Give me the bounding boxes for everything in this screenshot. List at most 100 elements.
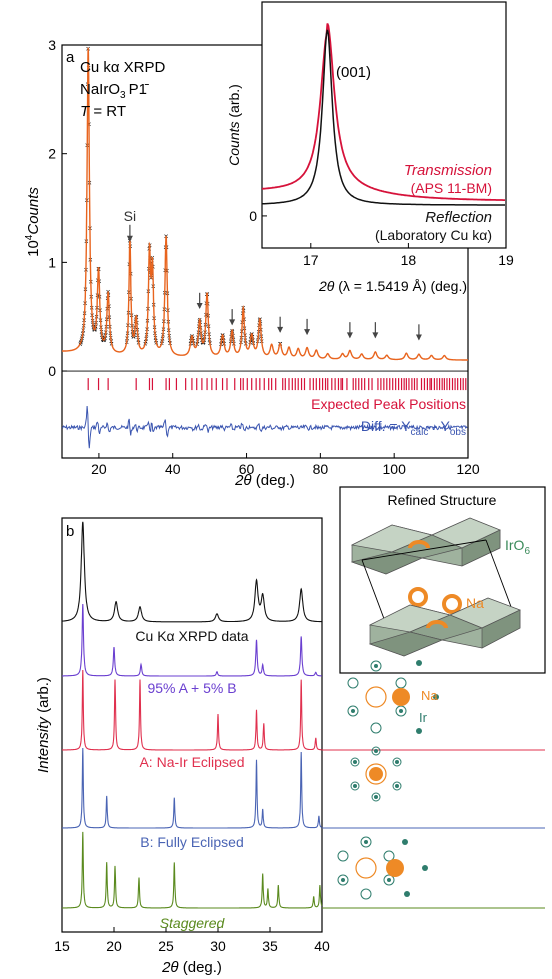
upper-na-ring (408, 540, 430, 549)
impurity-arrowhead (346, 332, 353, 339)
diff-label-mid: - Y (428, 418, 450, 434)
diff-label-prefix: Diff. = Y (361, 418, 411, 434)
panel-b-xtick-label: 15 (54, 938, 70, 954)
difference-curve (61, 405, 468, 449)
reflection-sublabel: (Laboratory Cu kα) (375, 227, 492, 243)
info-temperature: T = RT (80, 103, 126, 120)
stack-a-hex-2 (370, 660, 382, 672)
transmission-curve (261, 23, 505, 201)
stack-s-na (386, 859, 404, 877)
stack-a-ir-2 (399, 709, 403, 713)
panel-b-xlabel: 2θ (deg.) (161, 959, 222, 976)
si-arrowhead (126, 235, 133, 242)
pattern-label-b: B: Fully Eclipsed (140, 834, 243, 850)
middle-na-ring-1 (408, 587, 428, 607)
panel-a-ticks: 20 40 60 80 100 120 0 1 2 3 (48, 37, 480, 477)
inset-xlabel: 2θ (λ = 1.5419 Å) (deg.) (318, 278, 467, 294)
inset-xlabel-theta: 2θ (318, 278, 335, 294)
panel-a-ylabel-word: Counts (25, 187, 42, 235)
transmission-label: Transmission (404, 162, 492, 179)
info-formula-sub: 3 (120, 90, 126, 101)
panel-a-ylabel-exp: 4 (24, 234, 35, 240)
stack-s-ir-1 (364, 840, 368, 844)
panel-b-xtick-label: 35 (262, 938, 278, 954)
stack-b-hex-1 (371, 746, 381, 756)
stack-s-hex-1 (337, 850, 349, 862)
expected-peak-positions (87, 378, 467, 391)
stack-b-hex-3 (392, 781, 402, 791)
panel-a-xlabel: 2θ (deg.) (234, 472, 295, 489)
panel-b-ticks: 15 20 25 30 35 40 (54, 927, 330, 954)
stacking-a: Na Ir (347, 660, 439, 734)
impurity-arrowhead (304, 329, 311, 336)
panel-a-ytick-label: 1 (48, 254, 56, 270)
inset-xtick-label: 18 (401, 252, 417, 268)
stack-a-hex-5 (370, 722, 382, 734)
inset: 17 18 19 0 (001) Transmission (APS 11-BM) R… (226, 1, 514, 294)
impurity-arrowhead (229, 319, 236, 326)
info-xrpd: Cu kα XRPD (80, 59, 166, 76)
diff-label-sub-obs: obs (450, 427, 466, 438)
iro6-label: IrO6 (505, 537, 530, 557)
info-temp-t: T (80, 103, 91, 120)
info-temp-rest: = RT (89, 103, 126, 120)
pattern-label-data: Cu Kα XRPD data (135, 628, 248, 644)
panel-b-ylabel-unit: (arb.) (35, 677, 52, 717)
pattern-curve-2 (62, 669, 322, 751)
stack-b-ir-2 (395, 760, 399, 764)
stack-s-hex-4 (383, 874, 395, 886)
inset-ytick-label: 0 (249, 208, 257, 224)
panel-a-xtick-label: 40 (165, 461, 181, 477)
reflection-label: Reflection (425, 209, 492, 226)
refined-structure-box: Refined Structure (339, 486, 546, 674)
panel-b: 15 20 25 30 35 40 b Cu Kα XRPD data 95% A + 5… (35, 517, 545, 976)
panel-b-ylabel-word: Intensity (35, 716, 52, 773)
stack-a-hex-3 (395, 677, 407, 689)
stack-a-na-ring (365, 686, 387, 708)
stack-b-ir-1 (374, 749, 378, 753)
stack-s-hex-5 (360, 888, 372, 900)
stack-b-hex-5 (350, 781, 360, 791)
lower-na-ring (426, 620, 448, 629)
si-peak-arrow (126, 224, 133, 242)
stack-na-label: Na (421, 688, 438, 703)
stacking-staggered (337, 836, 428, 900)
stack-s-na-ring (355, 857, 377, 879)
structure-title: Refined Structure (388, 492, 497, 508)
panel-b-xtick-label: 40 (314, 938, 330, 954)
reflection-curve (262, 29, 505, 206)
panel-a-xlabel-theta: 2θ (234, 472, 251, 489)
diff-label: Diff. = Ycalc - Yobs (361, 418, 466, 438)
stack-a-ir-4 (416, 660, 422, 666)
panel-a-xtick-label: 60 (239, 461, 255, 477)
stack-s-ir-6 (422, 865, 428, 871)
pattern-label-staggered: Staggered (160, 915, 226, 931)
pattern-curve-4 (62, 831, 323, 909)
inset-ylabel: Counts (arb.) (226, 84, 242, 166)
na-label: Na (466, 595, 484, 611)
panel-b-patterns (61, 521, 323, 909)
transmission-sublabel: (APS 11-BM) (411, 180, 492, 196)
stack-a-hex-6 (347, 705, 359, 717)
panel-b-xlabel-unit: (deg.) (179, 959, 222, 976)
panel-b-xtick-label: 25 (158, 938, 174, 954)
pattern-curve-0 (61, 521, 322, 623)
si-peak-label: Si (124, 208, 136, 224)
pattern-curve-3 (62, 747, 323, 829)
stack-a-ir-3 (351, 709, 355, 713)
panel-a-ytick-label: 0 (48, 363, 56, 379)
panel-a-label: a (66, 49, 75, 66)
sample-info: Cu kα XRPD NaIrO3 P1̄ T = RT (80, 59, 166, 120)
impurity-arrowhead (277, 326, 284, 333)
stack-b-ir-6 (353, 760, 357, 764)
panel-a-xtick-label: 120 (456, 461, 480, 477)
inset-peak-label: (001) (336, 64, 371, 81)
stack-s-ir-3 (341, 878, 345, 882)
stack-b-ir-5 (353, 784, 357, 788)
stack-a-ir-5 (416, 728, 422, 734)
stack-s-ir-2 (387, 878, 391, 882)
iro6-label-sub: 6 (524, 546, 530, 557)
panel-b-label: b (66, 523, 74, 540)
